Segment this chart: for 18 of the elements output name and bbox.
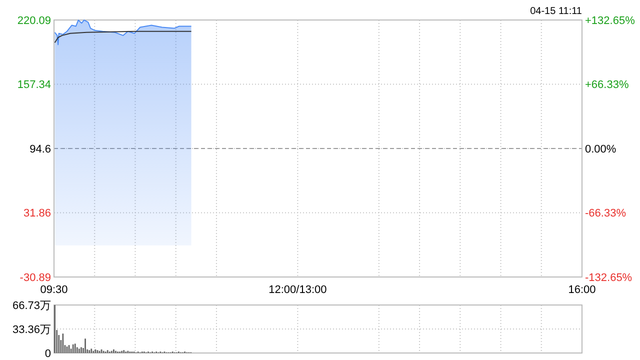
y2-tick-label: +132.65%	[585, 14, 636, 27]
x-tick-label: 09:30	[40, 284, 68, 296]
y-tick-label: 157.34	[17, 79, 51, 92]
y-tick-label: 220.09	[17, 14, 51, 27]
x-tick-label: 12:00/13:00	[268, 284, 327, 296]
y-tick-label: 0	[44, 348, 51, 360]
y-tick-label: -30.89	[20, 272, 51, 284]
y2-tick-label: -66.33%	[585, 208, 626, 220]
text: 04-15 11:11	[530, 6, 582, 17]
y2-tick-label: 0.00%	[585, 143, 616, 156]
y2-tick-label: +66.33%	[585, 79, 629, 92]
y-tick-label: 31.86	[23, 208, 51, 220]
y-tick-label: 33.36万	[12, 324, 51, 336]
line-series	[54, 30, 192, 44]
y-tick-label: 94.6	[30, 143, 51, 156]
y-tick-label: 66.73万	[12, 300, 51, 312]
x-tick-label: 16:00	[568, 284, 596, 296]
y2-tick-label: -132.65%	[585, 272, 632, 284]
